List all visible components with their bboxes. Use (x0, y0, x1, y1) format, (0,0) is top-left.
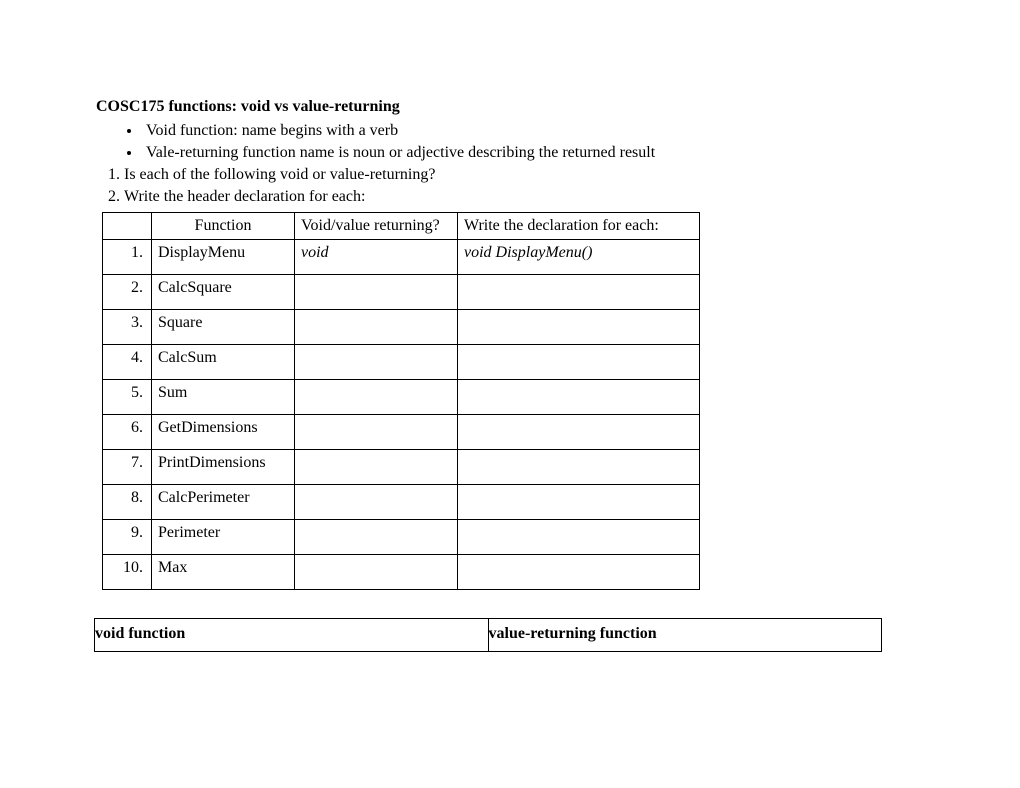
cell-declaration (458, 485, 700, 520)
cell-num: 7. (103, 450, 152, 485)
numbered-list: Is each of the following void or value-r… (96, 166, 924, 206)
cell-function: GetDimensions (152, 415, 295, 450)
compare-void: void function (95, 619, 489, 652)
cell-type (295, 380, 458, 415)
cell-declaration (458, 345, 700, 380)
table-row: 2. CalcSquare (103, 275, 700, 310)
cell-function: CalcSum (152, 345, 295, 380)
cell-declaration (458, 310, 700, 345)
cell-type (295, 275, 458, 310)
worksheet-table: Function Void/value returning? Write the… (102, 212, 700, 590)
cell-type (295, 310, 458, 345)
cell-function: CalcSquare (152, 275, 295, 310)
cell-type: void (295, 240, 458, 275)
cell-type (295, 485, 458, 520)
cell-num: 8. (103, 485, 152, 520)
cell-type (295, 345, 458, 380)
cell-num: 1. (103, 240, 152, 275)
cell-declaration (458, 415, 700, 450)
cell-function: PrintDimensions (152, 450, 295, 485)
cell-declaration: void DisplayMenu() (458, 240, 700, 275)
table-header-row: Function Void/value returning? Write the… (103, 213, 700, 240)
cell-declaration (458, 555, 700, 590)
cell-function: Sum (152, 380, 295, 415)
cell-function: CalcPerimeter (152, 485, 295, 520)
table-row: 10. Max (103, 555, 700, 590)
cell-function: Square (152, 310, 295, 345)
table-row: 3. Square (103, 310, 700, 345)
cell-num: 6. (103, 415, 152, 450)
header-declaration: Write the declaration for each: (458, 213, 700, 240)
cell-function: Max (152, 555, 295, 590)
cell-type (295, 555, 458, 590)
cell-num: 3. (103, 310, 152, 345)
bullet-list: Void function: name begins with a verb V… (96, 122, 924, 162)
cell-num: 2. (103, 275, 152, 310)
cell-declaration (458, 450, 700, 485)
compare-table: void function value-returning function (94, 618, 882, 652)
document-page: COSC175 functions: void vs value-returni… (0, 0, 1020, 788)
table-row: 9. Perimeter (103, 520, 700, 555)
cell-num: 4. (103, 345, 152, 380)
table-row: 5. Sum (103, 380, 700, 415)
cell-type (295, 450, 458, 485)
table-row: 8. CalcPerimeter (103, 485, 700, 520)
cell-function: DisplayMenu (152, 240, 295, 275)
compare-value: value-returning function (488, 619, 882, 652)
cell-num: 5. (103, 380, 152, 415)
cell-num: 10. (103, 555, 152, 590)
table-row: 6. GetDimensions (103, 415, 700, 450)
numbered-item: Is each of the following void or value-r… (124, 166, 924, 184)
cell-declaration (458, 380, 700, 415)
cell-type (295, 520, 458, 555)
table-row: 4. CalcSum (103, 345, 700, 380)
header-function: Function (152, 213, 295, 240)
header-type: Void/value returning? (295, 213, 458, 240)
cell-num: 9. (103, 520, 152, 555)
cell-function: Perimeter (152, 520, 295, 555)
bullet-item: Vale-returning function name is noun or … (142, 144, 924, 162)
table-row: 1. DisplayMenu void void DisplayMenu() (103, 240, 700, 275)
numbered-item: Write the header declaration for each: (124, 188, 924, 206)
cell-type (295, 415, 458, 450)
header-num (103, 213, 152, 240)
bullet-item: Void function: name begins with a verb (142, 122, 924, 140)
page-title: COSC175 functions: void vs value-returni… (96, 98, 924, 116)
table-row: 7. PrintDimensions (103, 450, 700, 485)
cell-declaration (458, 275, 700, 310)
cell-declaration (458, 520, 700, 555)
compare-row: void function value-returning function (95, 619, 882, 652)
